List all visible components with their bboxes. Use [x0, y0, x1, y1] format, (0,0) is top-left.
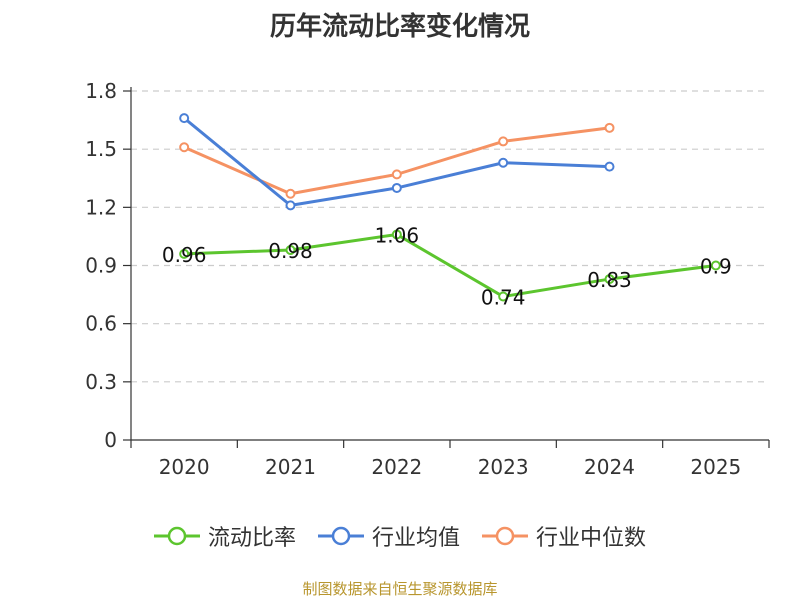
legend-line-icon: [153, 526, 200, 546]
legend-item-current-ratio[interactable]: 流动比率: [153, 520, 296, 552]
data-label: 0.74: [481, 286, 526, 310]
x-tick-label: 2023: [478, 455, 529, 479]
series-line-0: [184, 232, 717, 299]
data-point[interactable]: [391, 169, 402, 180]
y-tick-label: 1.8: [85, 79, 117, 103]
data-label: 0.98: [268, 239, 313, 263]
source-note: 制图数据来自恒生聚源数据库: [302, 580, 498, 598]
data-point[interactable]: [604, 274, 615, 285]
x-tick-label: 2020: [159, 455, 210, 479]
y-tick-label: 0: [104, 428, 117, 452]
data-point[interactable]: [498, 136, 509, 147]
y-tick-label: 0.9: [85, 254, 117, 278]
data-label: 0.9: [700, 255, 732, 279]
data-point[interactable]: [285, 200, 296, 211]
data-point[interactable]: [285, 244, 296, 255]
legend-item-industry-median[interactable]: 行业中位数: [482, 520, 646, 552]
chart-title: 历年流动比率变化情况: [269, 12, 530, 42]
data-label: 0.83: [587, 268, 632, 292]
legend-line-icon: [317, 526, 364, 546]
series-lines: [179, 113, 721, 302]
data-point[interactable]: [285, 188, 296, 199]
legend-item-industry-mean[interactable]: 行业均值: [317, 520, 460, 552]
axes: 0 0.3 0.6 0.9 1.2 1.5 1.8 2020 2021 2022 2023 2024 2…: [85, 79, 770, 479]
data-point[interactable]: [391, 229, 402, 240]
data-label: 1.06: [375, 223, 420, 247]
data-point[interactable]: [179, 142, 190, 153]
x-tick-label: 2024: [584, 455, 635, 479]
data-point[interactable]: [604, 161, 615, 172]
data-point[interactable]: [604, 122, 615, 133]
y-tick-label: 1.2: [85, 195, 117, 219]
data-point[interactable]: [498, 157, 509, 168]
y-tick-label: 0.6: [85, 312, 117, 336]
legend-label: 行业中位数: [536, 526, 647, 551]
legend-label: 流动比率: [207, 526, 296, 551]
legend-label: 行业均值: [371, 526, 460, 551]
y-tick-label: 1.5: [85, 137, 117, 161]
legend-line-icon: [482, 526, 528, 546]
data-point[interactable]: [179, 248, 190, 259]
data-point[interactable]: [179, 113, 190, 124]
data-point[interactable]: [391, 182, 402, 193]
x-tick-label: 2025: [690, 455, 741, 479]
data-point[interactable]: [498, 291, 509, 302]
data-point[interactable]: [710, 260, 721, 271]
data-label: 0.96: [162, 243, 207, 267]
data-labels: 0.96 0.98 1.06 0.74 0.83 0.9: [162, 223, 732, 309]
legend: 流动比率 行业均值 行业中位数: [0, 520, 800, 552]
y-tick-label: 0.3: [85, 370, 117, 394]
x-tick-label: 2022: [371, 455, 422, 479]
grid-lines: [131, 90, 769, 383]
x-tick-label: 2021: [265, 455, 316, 479]
